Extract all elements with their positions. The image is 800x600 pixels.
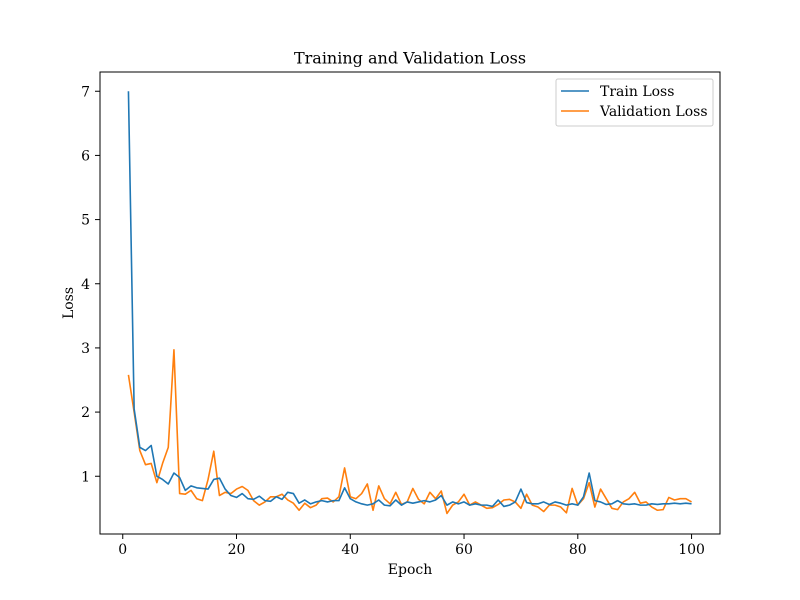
axes-frame	[99, 71, 721, 535]
legend-label-train: Train Loss	[600, 84, 674, 100]
y-tick-label: 6	[81, 148, 90, 164]
y-tick-label: 7	[81, 84, 90, 100]
x-tick-label: 100	[678, 542, 705, 558]
x-tick-label: 0	[118, 542, 127, 558]
y-tick-label: 5	[81, 213, 90, 229]
legend: Train Loss Validation Loss	[555, 78, 714, 127]
train-loss-line	[127, 91, 692, 508]
plot-area: 0 20 40 60 80 100 1 2 3 4 5 6 7	[81, 84, 705, 558]
x-tick-label: 80	[569, 542, 587, 558]
y-axis-title: Loss	[61, 287, 77, 319]
y-tick-label: 2	[81, 405, 90, 421]
x-tick-label: 40	[341, 542, 359, 558]
y-tick-label: 3	[81, 341, 90, 357]
x-tick-label: 20	[228, 542, 246, 558]
x-axis-title: Epoch	[388, 562, 432, 578]
x-tick-label: 60	[455, 542, 473, 558]
y-tick-label: 4	[81, 277, 90, 293]
legend-label-validation: Validation Loss	[599, 104, 708, 120]
legend-box	[555, 78, 714, 127]
chart-title: Training and Validation Loss	[294, 49, 526, 68]
y-tick-label: 1	[81, 469, 90, 485]
validation-loss-line	[127, 349, 692, 515]
